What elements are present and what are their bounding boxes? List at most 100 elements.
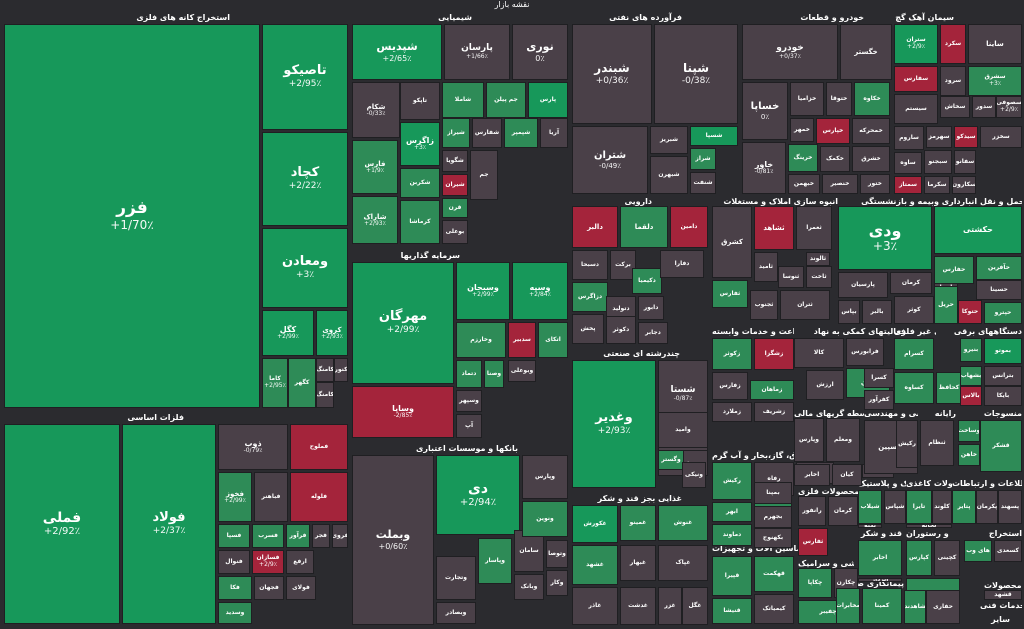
stock-tile[interactable]: غنوش <box>658 505 708 541</box>
stock-tile[interactable]: شپدیس +2/65٪ <box>352 24 442 80</box>
stock-tile[interactable]: پارسان +1/66٪ <box>444 24 510 80</box>
stock-tile[interactable]: حتوکا <box>958 300 982 324</box>
stock-tile[interactable]: غدشت <box>620 587 656 625</box>
stock-tile[interactable]: غکورش <box>572 505 618 543</box>
stock-tile[interactable]: دفارا <box>660 250 704 278</box>
stock-tile[interactable]: خاور -0/81٪ <box>742 142 786 194</box>
stock-tile[interactable]: آپ <box>456 414 482 438</box>
stock-tile[interactable]: کمینا <box>862 588 902 624</box>
stock-tile[interactable]: شاهدند <box>904 590 926 624</box>
stock-tile[interactable]: کیمیاتک <box>754 594 794 624</box>
stock-tile[interactable]: پارس <box>528 82 568 118</box>
stock-tile[interactable]: پتایر <box>952 490 976 524</box>
stock-tile[interactable]: سیستم <box>894 94 938 124</box>
stock-tile[interactable]: ختور <box>860 174 890 194</box>
stock-tile[interactable]: خنصیر <box>822 174 858 194</box>
stock-tile[interactable]: غزر <box>658 587 682 625</box>
stock-tile[interactable]: ثفارس <box>798 528 828 556</box>
stock-tile[interactable]: وکار <box>546 570 568 596</box>
stock-tile[interactable]: شکام -0/33٪ <box>352 82 400 138</box>
stock-tile[interactable]: دالبر <box>572 206 618 248</box>
stock-tile[interactable]: ختوقا <box>826 82 852 116</box>
stock-tile[interactable]: حریل <box>934 286 958 324</box>
stock-tile[interactable]: کفرآور <box>864 390 894 410</box>
stock-tile[interactable]: کرمان <box>828 496 858 526</box>
stock-tile[interactable]: ودی +3٪ <box>838 206 932 270</box>
stock-tile[interactable]: جم پیلن <box>486 82 526 118</box>
stock-tile[interactable]: خکمک <box>820 146 850 172</box>
stock-tile[interactable]: اتکای <box>538 322 568 358</box>
stock-tile[interactable]: سفارس <box>894 66 938 92</box>
stock-tile[interactable]: کچینی <box>934 540 960 576</box>
stock-tile[interactable]: وتجارت <box>436 556 476 600</box>
stock-tile[interactable]: کامنگ <box>316 358 334 382</box>
stock-tile[interactable]: وگستر <box>658 450 684 470</box>
stock-tile[interactable]: تاپکو <box>400 82 440 120</box>
stock-tile[interactable]: جم <box>470 150 498 200</box>
stock-tile[interactable]: سرود <box>940 66 966 96</box>
stock-tile[interactable]: خپارس <box>816 118 850 144</box>
stock-tile[interactable]: بموتو <box>984 338 1022 364</box>
stock-tile[interactable]: وبملت +0/60٪ <box>352 455 434 625</box>
stock-tile[interactable]: خشرق <box>852 146 890 172</box>
stock-tile[interactable]: پخش <box>572 314 604 344</box>
stock-tile[interactable]: ومعادن +3٪ <box>262 228 348 308</box>
stock-tile[interactable]: شاراک +2/93٪ <box>352 196 398 244</box>
stock-tile[interactable]: دکوثر <box>606 316 636 344</box>
stock-tile[interactable]: سصوفی +2/9٪ <box>996 96 1022 118</box>
stock-tile[interactable]: کساوه <box>894 372 934 404</box>
stock-tile[interactable]: کچاد +2/22٪ <box>262 132 348 226</box>
stock-tile[interactable]: ثالوند <box>806 252 830 266</box>
stock-tile[interactable]: قشکر <box>980 420 1022 472</box>
stock-tile[interactable]: حفاری <box>926 590 960 624</box>
stock-tile[interactable]: وخارزم <box>456 322 506 358</box>
stock-tile[interactable]: کرماشا <box>400 200 440 244</box>
stock-tile[interactable]: کیان <box>832 464 862 486</box>
stock-tile[interactable]: سهرمز <box>926 126 952 148</box>
stock-tile[interactable]: ثاخت <box>806 266 832 288</box>
stock-tile[interactable]: غپاک <box>658 545 708 581</box>
stock-tile[interactable]: شیلاب <box>858 490 882 524</box>
stock-tile[interactable]: خمهر <box>790 118 814 142</box>
stock-tile[interactable]: بنیرو <box>960 338 982 362</box>
stock-tile[interactable]: وساخت <box>958 420 980 442</box>
stock-tile[interactable]: های وب <box>964 540 992 562</box>
stock-tile[interactable]: غشهد <box>572 545 618 585</box>
stock-tile[interactable]: شنفت <box>690 172 716 194</box>
stock-tile[interactable]: ارزش <box>806 370 844 400</box>
stock-tile[interactable]: کگهر <box>288 358 316 408</box>
stock-tile[interactable]: بپاس <box>838 300 860 324</box>
stock-tile[interactable]: وپارس <box>522 455 568 499</box>
stock-tile[interactable]: فکا <box>218 576 252 600</box>
stock-tile[interactable]: قشهد <box>984 590 1022 600</box>
stock-tile[interactable]: فنوال <box>218 550 250 574</box>
stock-tile[interactable]: سخاش <box>940 96 970 118</box>
stock-tile[interactable]: وبانک <box>514 574 544 600</box>
stock-tile[interactable]: ساینا <box>968 24 1022 64</box>
stock-tile[interactable]: شیراز <box>442 118 470 148</box>
stock-tile[interactable]: شیران <box>442 174 468 196</box>
stock-tile[interactable]: خاهن <box>958 444 980 466</box>
stock-tile[interactable]: کروی +2/93٪ <box>316 310 348 356</box>
stock-tile[interactable]: حسینا <box>976 280 1022 300</box>
stock-tile[interactable]: ابهر <box>712 502 752 522</box>
stock-tile[interactable]: شپنا -0/38٪ <box>654 24 738 124</box>
stock-tile[interactable]: اخابر <box>858 540 902 576</box>
stock-tile[interactable]: بشهاب <box>960 366 982 386</box>
stock-tile[interactable]: فسرب <box>252 524 284 548</box>
stock-tile[interactable]: حآفرین <box>976 256 1022 280</box>
stock-tile[interactable]: آریا <box>540 118 568 148</box>
stock-tile[interactable]: قپیرا <box>712 556 752 596</box>
stock-tile[interactable]: سدور <box>972 96 996 118</box>
stock-tile[interactable]: بوعلی <box>442 220 468 244</box>
stock-tile[interactable]: خبهمن <box>788 174 820 194</box>
stock-tile[interactable]: ستران +2/9٪ <box>894 24 938 64</box>
stock-tile[interactable]: دتماد <box>456 360 482 388</box>
stock-tile[interactable]: پارسیان <box>838 272 888 298</box>
stock-tile[interactable]: تکنو <box>858 524 882 528</box>
stock-tile[interactable]: وساپا -2/85٪ <box>352 386 454 438</box>
stock-tile[interactable]: ثفارس <box>712 280 748 308</box>
stock-tile[interactable]: رکیش <box>712 462 752 500</box>
stock-tile[interactable]: غاذر <box>572 587 618 625</box>
stock-tile[interactable]: کسعدی <box>994 540 1022 562</box>
